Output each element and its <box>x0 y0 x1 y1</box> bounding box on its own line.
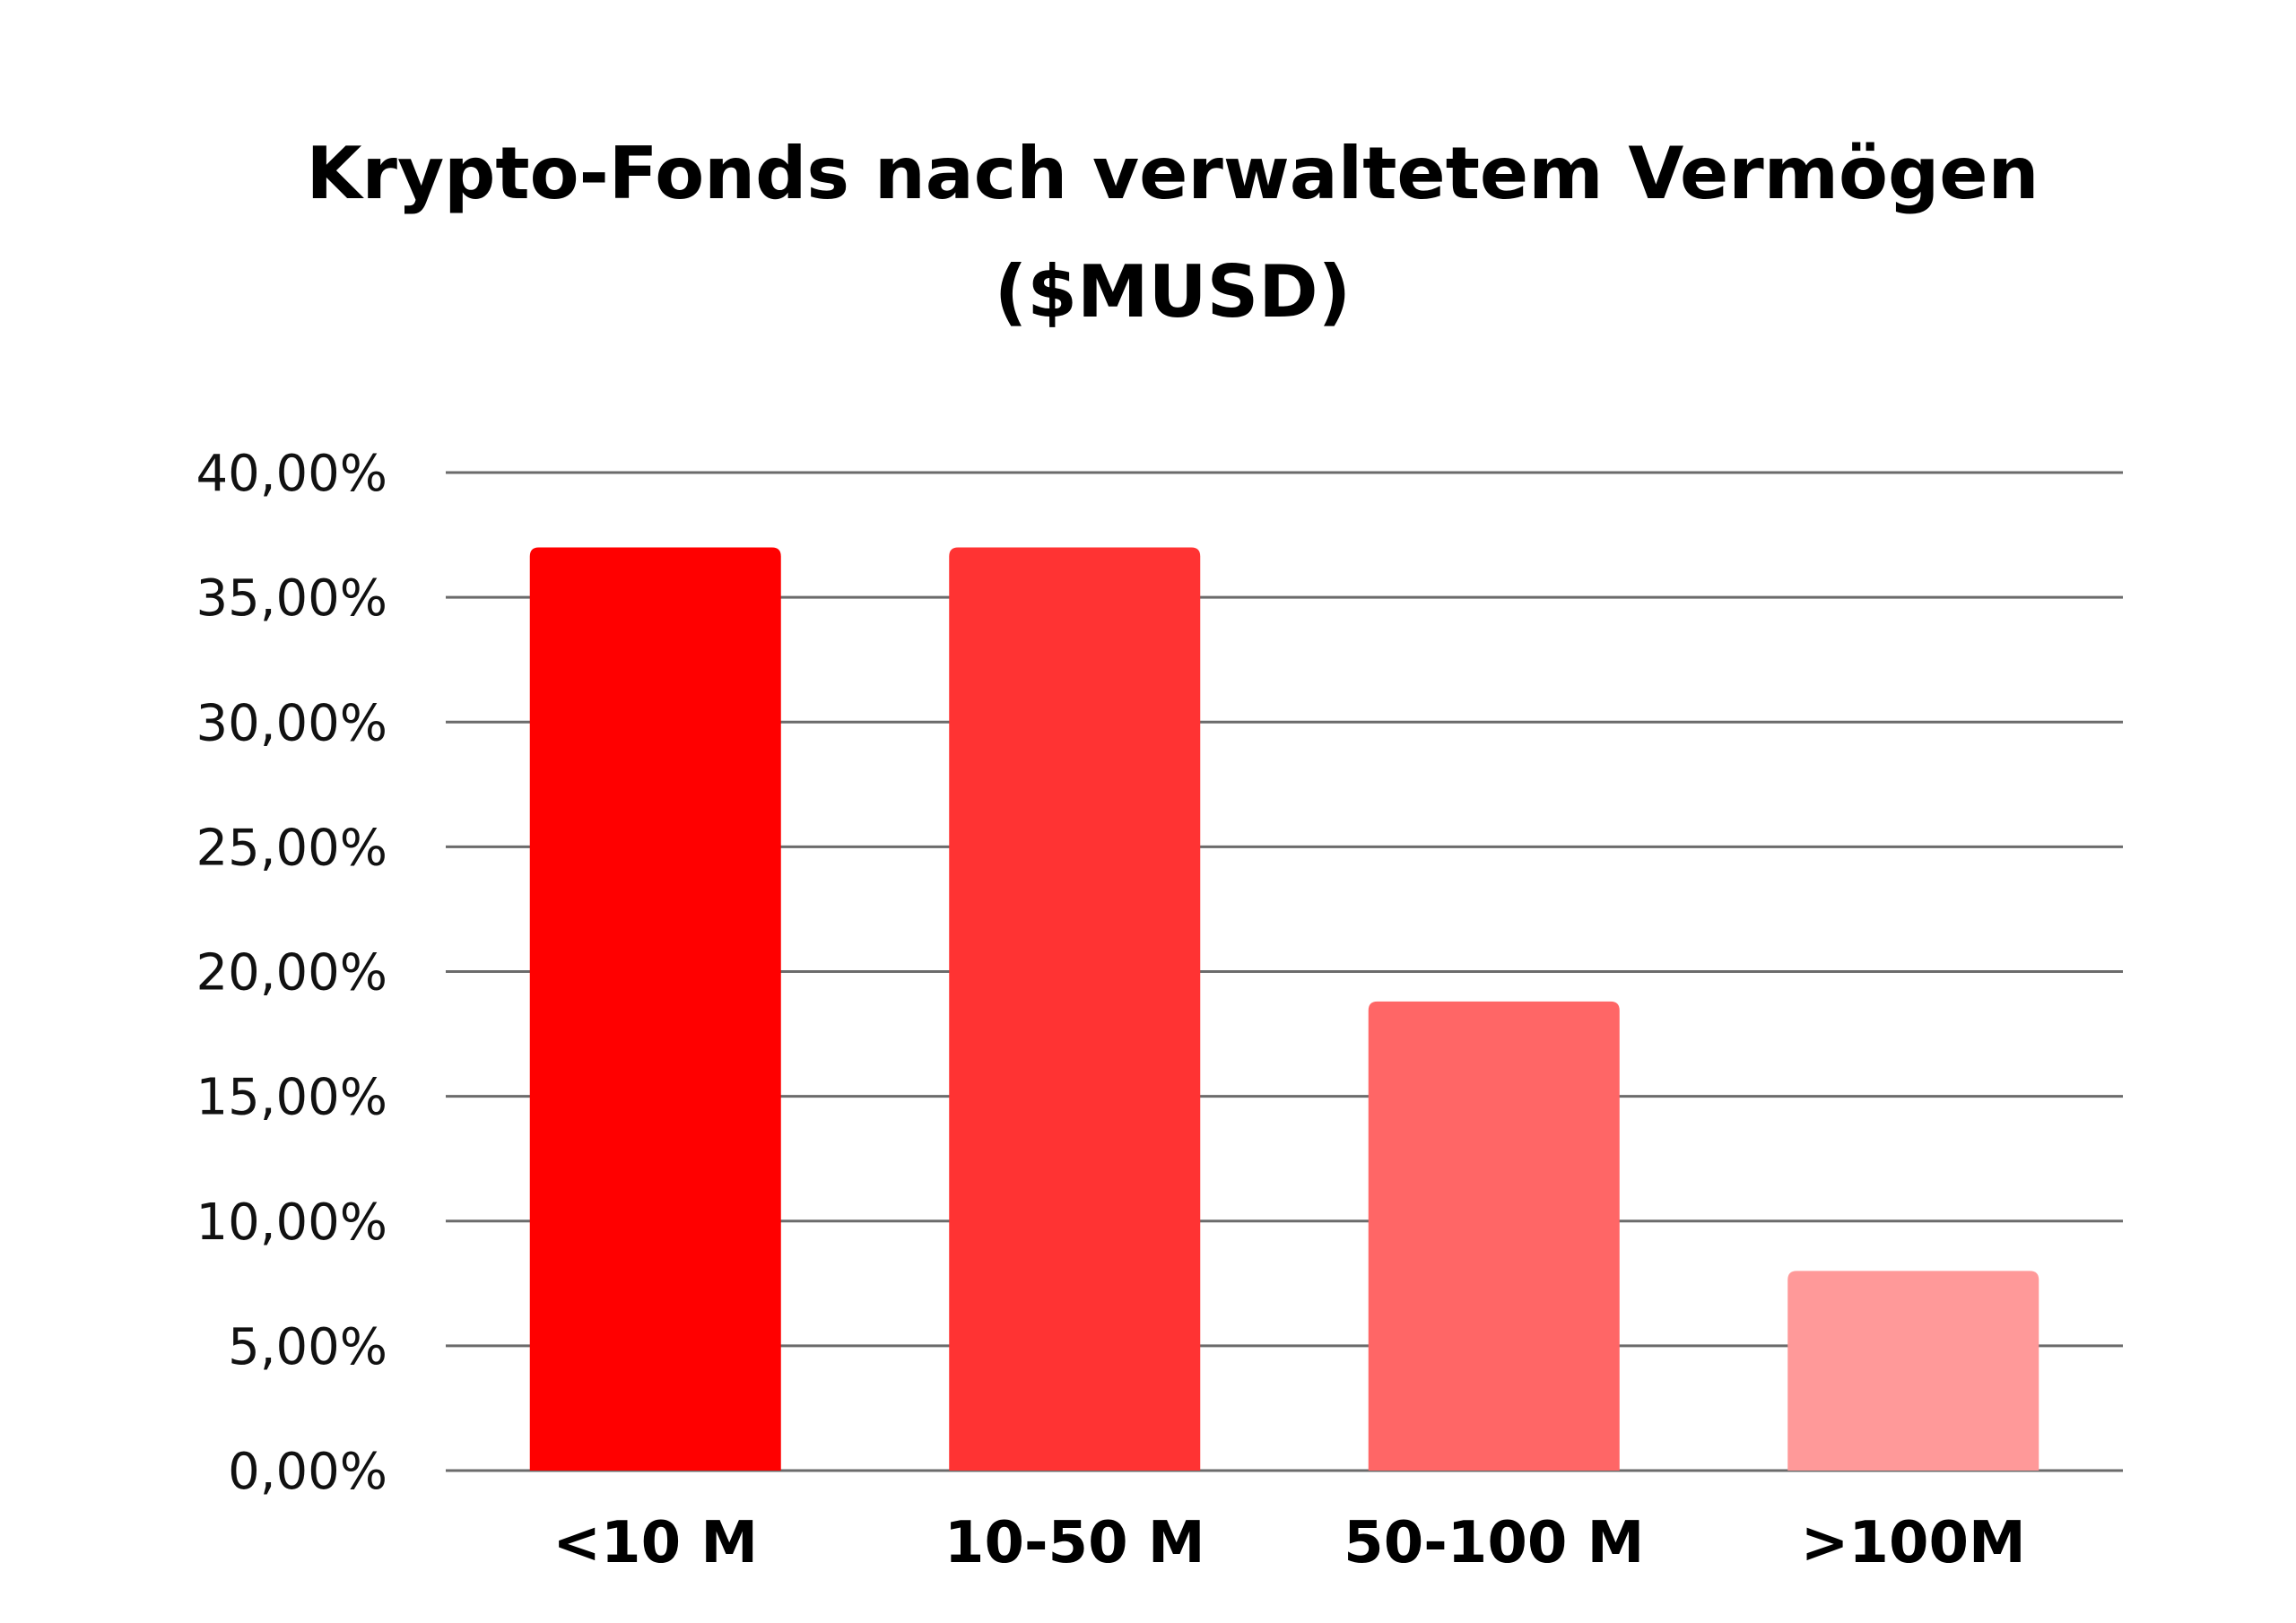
bars <box>529 547 2039 1471</box>
y-tick-label: 15,00% <box>196 1069 387 1127</box>
y-tick-label: 0,00% <box>228 1443 387 1501</box>
chart-title: Krypto-Fonds nach verwaltetem Vermögen (… <box>0 115 2296 352</box>
y-tick-label: 40,00% <box>196 445 387 503</box>
bar <box>949 547 1201 1471</box>
y-tick-label: 35,00% <box>196 569 387 628</box>
x-axis-category-labels: <10 M 10-50 M 50-100 M >100M <box>552 1510 2025 1576</box>
bar <box>1368 1001 1620 1471</box>
y-tick-label: 20,00% <box>196 944 387 1002</box>
x-category-label: 10-50 M <box>944 1510 1205 1576</box>
x-category-label: >100M <box>1801 1510 2026 1576</box>
y-tick-label: 5,00% <box>228 1318 387 1376</box>
y-tick-label: 30,00% <box>196 694 387 752</box>
x-category-label: 50-100 M <box>1344 1510 1644 1576</box>
bar <box>529 547 781 1471</box>
y-axis-tick-labels: 0,00% 5,00% 10,00% 15,00% 20,00% 25,00% 30,00%… <box>196 445 387 1501</box>
chart-title-line-2: ($MUSD) <box>994 250 1352 334</box>
y-tick-label: 10,00% <box>196 1193 387 1252</box>
chart-title-line-1: Krypto-Fonds nach verwaltetem Vermögen <box>306 132 2039 215</box>
x-category-label: <10 M <box>552 1510 758 1576</box>
bar <box>1787 1271 2039 1471</box>
y-tick-label: 25,00% <box>196 819 387 877</box>
